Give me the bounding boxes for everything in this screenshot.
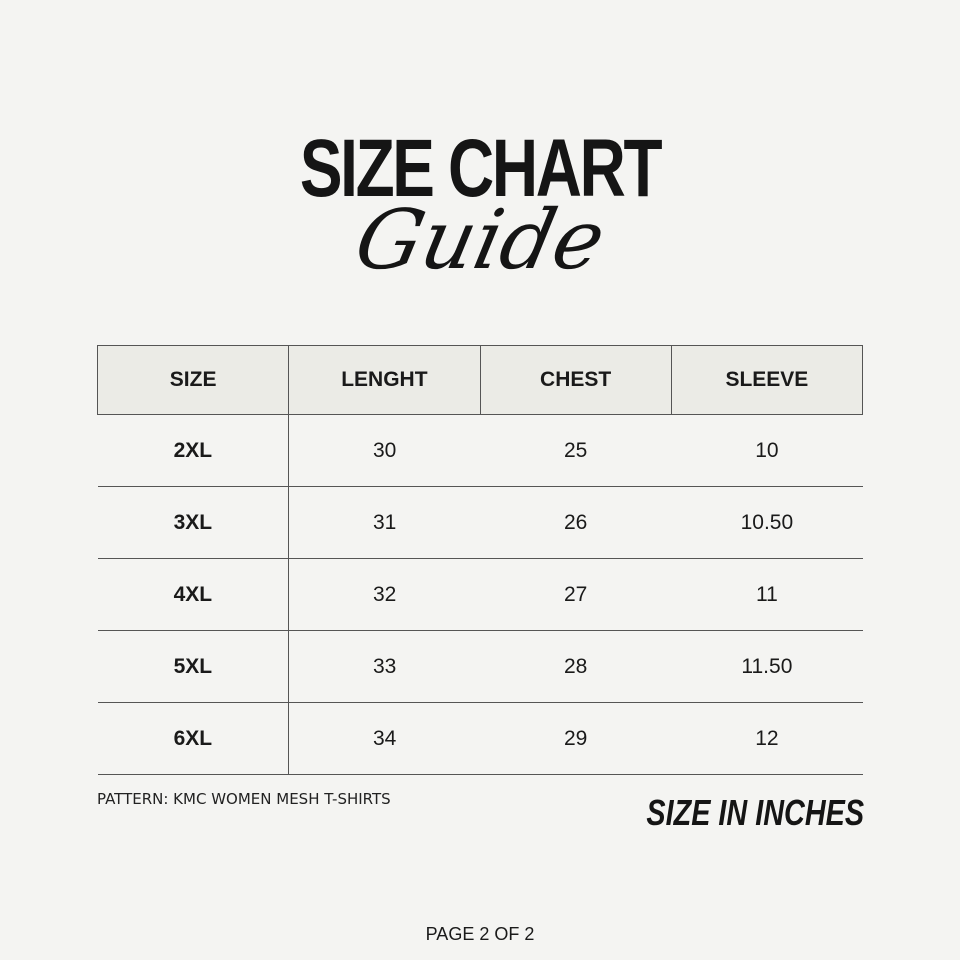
- cell-length: 31: [288, 486, 480, 559]
- cell-size: 3XL: [97, 486, 290, 559]
- cell-chest: 25: [480, 414, 672, 487]
- table-row: 6XL 34 29 12: [97, 702, 863, 775]
- page-title: SIZE CHART: [299, 123, 663, 214]
- table-row: 3XL 31 26 10.50: [97, 486, 863, 559]
- cell-sleeve: 11: [671, 558, 863, 631]
- cell-size: 6XL: [97, 702, 290, 775]
- header-size: SIZE: [96, 345, 290, 415]
- header-length: LENGHT: [288, 345, 481, 415]
- page-subtitle: Guide: [347, 193, 613, 288]
- table-header-row: SIZE LENGHT CHEST SLEEVE: [96, 345, 864, 415]
- cell-sleeve: 10.50: [671, 486, 863, 559]
- pattern-note: PATTERN: KMC WOMEN MESH T-SHIRTS: [97, 790, 391, 808]
- units-note: SIZE IN INCHES: [646, 792, 864, 833]
- table-row: 5XL 33 28 11.50: [97, 630, 863, 703]
- table-row: 4XL 32 27 11: [97, 558, 863, 631]
- page-number: PAGE 2 OF 2: [425, 924, 535, 944]
- cell-chest: 26: [480, 486, 672, 559]
- cell-length: 34: [288, 702, 480, 775]
- table-row: 2XL 30 25 10: [97, 414, 863, 487]
- cell-length: 33: [288, 630, 480, 703]
- cell-chest: 27: [480, 558, 672, 631]
- cell-size: 5XL: [97, 630, 290, 703]
- cell-sleeve: 10: [671, 414, 863, 487]
- cell-size: 2XL: [97, 414, 290, 487]
- cell-chest: 28: [480, 630, 672, 703]
- cell-sleeve: 11.50: [671, 630, 863, 703]
- cell-length: 32: [288, 558, 480, 631]
- size-table: SIZE LENGHT CHEST SLEEVE 2XL 30 25 10 3XL 31 2…: [96, 345, 864, 775]
- cell-length: 30: [288, 414, 480, 487]
- cell-sleeve: 12: [671, 702, 863, 775]
- header-sleeve: SLEEVE: [670, 345, 864, 415]
- cell-size: 4XL: [97, 558, 290, 631]
- header-chest: CHEST: [479, 345, 672, 415]
- cell-chest: 29: [480, 702, 672, 775]
